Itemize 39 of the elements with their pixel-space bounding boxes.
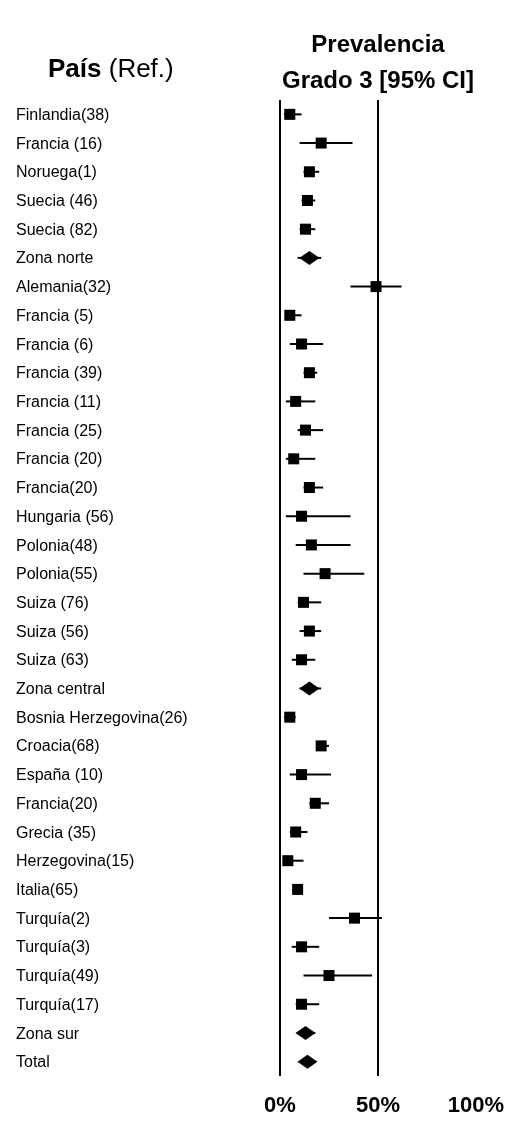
y-tick-label: Francia (20)	[16, 450, 103, 468]
y-tick-label: Zona norte	[16, 249, 94, 267]
y-tick-label: Suecia (46)	[16, 192, 98, 210]
y-tick-label: Hungaria (56)	[16, 507, 114, 525]
y-tick-label: Croacia(68)	[16, 737, 100, 755]
y-tick-label: Suiza (56)	[16, 622, 89, 640]
y-tick-label: Francia(20)	[16, 479, 98, 497]
y-tick-label: Noruega(1)	[16, 163, 97, 181]
y-axis-title: País (Ref.)	[48, 53, 174, 83]
y-tick-label: Finlandia(38)	[16, 105, 110, 123]
y-tick-label: Alemania(32)	[16, 278, 112, 296]
x-tick-label: 50%	[355, 1091, 401, 1117]
y-tick-label: Zona sur	[16, 1024, 80, 1042]
y-tick-label: Turquía(2)	[16, 909, 91, 927]
y-tick-label: Total	[16, 1053, 50, 1071]
x-tick-label: 0%	[264, 1091, 296, 1117]
y-tick-label: Turquía(49)	[16, 967, 99, 985]
y-tick-label: Suiza (63)	[16, 651, 89, 669]
y-tick-label: Francia(20)	[16, 794, 98, 812]
y-tick-label: Bosnia Herzegovina(26)	[16, 708, 188, 726]
y-tick-label: Suiza (76)	[16, 593, 89, 611]
y-tick-label: Francia (5)	[16, 306, 94, 324]
y-tick-label: Turquía(3)	[16, 938, 91, 956]
y-tick-label: Zona central	[16, 680, 105, 698]
y-tick-label: Francia (6)	[16, 335, 94, 353]
y-tick-label: Polonia(55)	[16, 565, 98, 583]
y-tick-label: España (10)	[16, 766, 104, 784]
chart-title: Prevalencia Grado 3 [95% CI]	[280, 29, 475, 95]
x-tick-label: 100%	[447, 1091, 505, 1117]
y-tick-label: Suecia (82)	[16, 220, 98, 238]
y-tick-label: Grecia (35)	[16, 823, 97, 841]
y-tick-label: Turquía(17)	[16, 995, 99, 1013]
y-tick-label: Italia(65)	[16, 881, 79, 899]
y-tick-label: Francia (11)	[16, 393, 102, 411]
y-tick-label: Francia (16)	[16, 134, 103, 152]
y-tick-label: Herzegovina(15)	[16, 852, 135, 870]
y-tick-label: Francia (25)	[16, 421, 103, 439]
y-tick-label: Polonia(48)	[16, 536, 98, 554]
y-tick-label: Francia (39)	[16, 364, 103, 382]
